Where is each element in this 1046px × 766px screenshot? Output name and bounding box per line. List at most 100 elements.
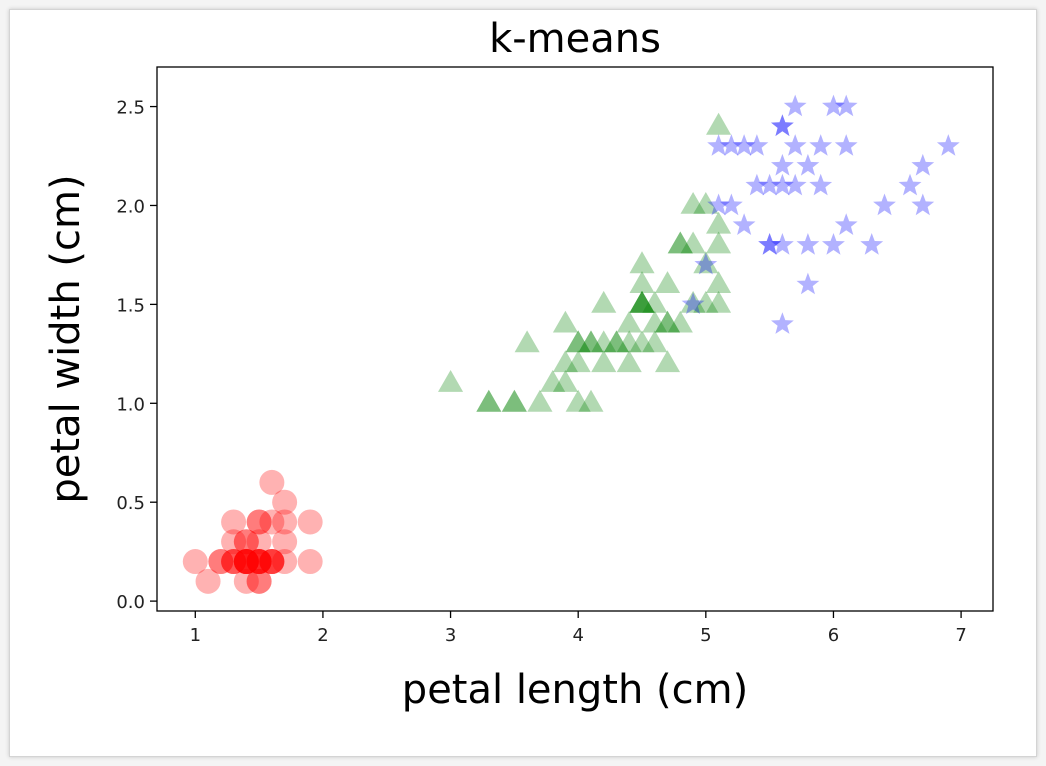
data-point-triangle bbox=[629, 271, 655, 293]
data-point-triangle bbox=[591, 290, 617, 313]
data-point-triangle bbox=[667, 310, 693, 333]
data-point-circle bbox=[233, 549, 259, 575]
data-point-star bbox=[771, 312, 794, 334]
data-point-star bbox=[694, 252, 718, 275]
data-point-circle bbox=[246, 529, 272, 555]
data-point-triangle bbox=[655, 271, 681, 293]
data-point-triangle bbox=[706, 231, 732, 254]
data-point-star bbox=[771, 114, 794, 137]
data-point-circle bbox=[272, 509, 298, 535]
data-point-star bbox=[936, 134, 960, 156]
data-point-star bbox=[771, 173, 794, 196]
data-point-triangle bbox=[438, 370, 464, 392]
data-point-circle bbox=[182, 549, 208, 575]
x-tick-label: 1 bbox=[190, 625, 201, 646]
data-point-circle bbox=[221, 549, 247, 575]
data-point-triangle bbox=[616, 350, 642, 373]
data-point-star bbox=[834, 213, 858, 235]
data-point-circle bbox=[221, 509, 247, 535]
data-point-triangle bbox=[642, 290, 668, 313]
data-point-circle bbox=[233, 549, 259, 575]
y-tick-label: 2.5 bbox=[116, 98, 145, 119]
data-point-triangle bbox=[603, 330, 629, 353]
data-point-triangle bbox=[642, 330, 668, 353]
x-tick-label: 4 bbox=[572, 625, 583, 646]
data-point-star bbox=[796, 272, 820, 295]
data-point-triangle bbox=[540, 370, 566, 392]
y-tick-label: 1.0 bbox=[116, 394, 145, 415]
data-point-circle bbox=[233, 549, 259, 575]
data-point-circle bbox=[246, 509, 272, 535]
data-point-star bbox=[809, 134, 833, 156]
data-point-circle bbox=[246, 549, 272, 575]
data-point-circle bbox=[233, 529, 259, 555]
data-point-triangle bbox=[667, 231, 693, 254]
data-point-star bbox=[707, 193, 730, 216]
data-point-circle bbox=[297, 509, 323, 535]
data-point-star bbox=[834, 94, 858, 117]
data-point-circle bbox=[259, 549, 285, 575]
data-point-triangle bbox=[591, 350, 617, 373]
data-point-triangle bbox=[552, 310, 578, 333]
data-point-circle bbox=[259, 549, 285, 575]
data-point-triangle bbox=[616, 330, 642, 353]
data-point-circle bbox=[233, 529, 259, 555]
data-point-circle bbox=[221, 549, 247, 575]
data-point-star bbox=[732, 213, 756, 235]
data-point-circle bbox=[233, 549, 259, 575]
data-point-triangle bbox=[680, 231, 706, 254]
data-point-triangle bbox=[565, 330, 591, 353]
data-point-star bbox=[771, 114, 794, 137]
x-tick-label: 3 bbox=[445, 625, 456, 646]
data-point-circle bbox=[246, 549, 272, 575]
data-point-triangle bbox=[680, 290, 706, 313]
figure-frame bbox=[9, 9, 1037, 757]
data-point-triangle bbox=[629, 290, 655, 313]
data-point-triangle bbox=[655, 350, 681, 373]
data-point-star bbox=[911, 193, 935, 216]
data-point-triangle bbox=[693, 192, 719, 214]
data-point-star bbox=[771, 233, 794, 255]
data-point-star bbox=[771, 153, 794, 176]
data-point-triangle bbox=[655, 310, 681, 333]
data-point-triangle bbox=[565, 350, 591, 373]
data-point-circle bbox=[246, 549, 272, 575]
data-point-triangle bbox=[565, 330, 591, 353]
data-point-triangle bbox=[514, 330, 540, 353]
data-point-circle bbox=[246, 568, 272, 594]
data-point-star bbox=[809, 173, 833, 196]
data-point-triangle bbox=[680, 192, 706, 214]
data-point-triangle bbox=[501, 389, 527, 412]
y-tick-label: 2.0 bbox=[116, 196, 145, 217]
x-axis-label: petal length (cm) bbox=[402, 667, 748, 713]
data-point-circle bbox=[246, 568, 272, 594]
data-point-star bbox=[745, 173, 769, 196]
data-point-star bbox=[758, 233, 782, 255]
data-point-circle bbox=[246, 509, 272, 535]
data-point-star bbox=[732, 134, 756, 156]
data-point-triangle bbox=[706, 290, 732, 313]
data-point-circle bbox=[246, 549, 272, 575]
data-point-triangle bbox=[552, 350, 578, 373]
data-point-triangle bbox=[603, 330, 629, 353]
data-point-star bbox=[783, 134, 807, 156]
data-point-triangle bbox=[629, 290, 655, 313]
data-point-triangle bbox=[629, 330, 655, 353]
data-point-star bbox=[911, 153, 935, 176]
data-point-star bbox=[745, 134, 769, 156]
data-point-star bbox=[834, 134, 858, 156]
data-point-star bbox=[783, 173, 807, 196]
data-point-circle bbox=[259, 549, 285, 575]
x-tick-label: 5 bbox=[700, 625, 711, 646]
data-point-triangle bbox=[629, 251, 655, 274]
y-axis-label: petal width (cm) bbox=[43, 174, 89, 503]
data-point-star bbox=[822, 233, 845, 255]
data-point-triangle bbox=[527, 389, 553, 412]
data-point-circle bbox=[272, 489, 298, 515]
data-point-star bbox=[719, 134, 743, 156]
data-point-triangle bbox=[706, 211, 732, 234]
data-point-circle bbox=[195, 568, 221, 594]
data-point-circle bbox=[233, 568, 259, 594]
data-point-triangle bbox=[578, 389, 604, 412]
